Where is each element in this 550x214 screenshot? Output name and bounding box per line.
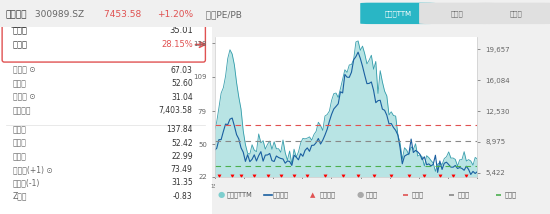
Text: 31.35: 31.35 <box>171 178 192 187</box>
Text: 7,403.58: 7,403.58 <box>159 106 192 115</box>
Text: 估价标志: 估价标志 <box>319 191 335 198</box>
Text: ▲: ▲ <box>310 193 316 199</box>
Text: 73.49: 73.49 <box>171 165 192 174</box>
Text: 最小值: 最小值 <box>13 152 26 161</box>
Text: 分位点: 分位点 <box>450 10 464 17</box>
Text: 平均值: 平均值 <box>13 139 26 148</box>
Text: 35.01: 35.01 <box>169 26 192 35</box>
Text: 当前值: 当前值 <box>13 26 28 35</box>
Text: +1.20%: +1.20% <box>157 10 194 19</box>
Text: 300989.SZ: 300989.SZ <box>32 10 87 19</box>
Text: 估险位 ⊙: 估险位 ⊙ <box>13 66 35 75</box>
Text: ●: ● <box>218 190 225 199</box>
Text: 标准差(+1) ⊙: 标准差(+1) ⊙ <box>13 165 52 174</box>
Text: 22.99: 22.99 <box>171 152 192 161</box>
Text: 31.04: 31.04 <box>171 93 192 102</box>
Text: 67.03: 67.03 <box>171 66 192 75</box>
Text: 估险值: 估险值 <box>412 191 424 198</box>
FancyBboxPatch shape <box>2 20 205 62</box>
Text: 分位点: 分位点 <box>366 191 377 198</box>
Text: 标准差(-1): 标准差(-1) <box>13 178 40 187</box>
Text: 机会值 ⊙: 机会值 ⊙ <box>13 93 35 102</box>
Text: 分位点: 分位点 <box>13 40 28 49</box>
Text: 7453.58: 7453.58 <box>104 10 145 19</box>
Text: 中位数: 中位数 <box>458 191 470 198</box>
Text: Z分数: Z分数 <box>13 192 27 201</box>
Text: -0.83: -0.83 <box>173 192 192 201</box>
Text: 中位数: 中位数 <box>13 79 26 88</box>
Text: 市盈率TTM: 市盈率TTM <box>227 191 252 198</box>
Text: 52.42: 52.42 <box>171 139 192 148</box>
Text: 28.15%: 28.15% <box>161 40 192 49</box>
Text: 历史PE/PB: 历史PE/PB <box>197 10 242 19</box>
Text: ●: ● <box>357 190 364 199</box>
Text: 市盈率TTM: 市盈率TTM <box>10 18 48 27</box>
Text: 指数点位: 指数点位 <box>273 191 289 198</box>
Text: 中证医疗: 中证医疗 <box>6 10 27 19</box>
Text: 最大值: 最大值 <box>13 125 26 134</box>
Text: 137.84: 137.84 <box>166 125 192 134</box>
Text: 52.60: 52.60 <box>171 79 192 88</box>
FancyBboxPatch shape <box>360 3 436 24</box>
Text: 指数点位: 指数点位 <box>13 106 31 115</box>
Text: 标准差: 标准差 <box>509 10 522 17</box>
Text: 机会值: 机会值 <box>504 191 516 198</box>
FancyBboxPatch shape <box>419 3 495 24</box>
FancyBboxPatch shape <box>478 3 550 24</box>
Text: 市盈率TTM: 市盈率TTM <box>384 10 412 17</box>
